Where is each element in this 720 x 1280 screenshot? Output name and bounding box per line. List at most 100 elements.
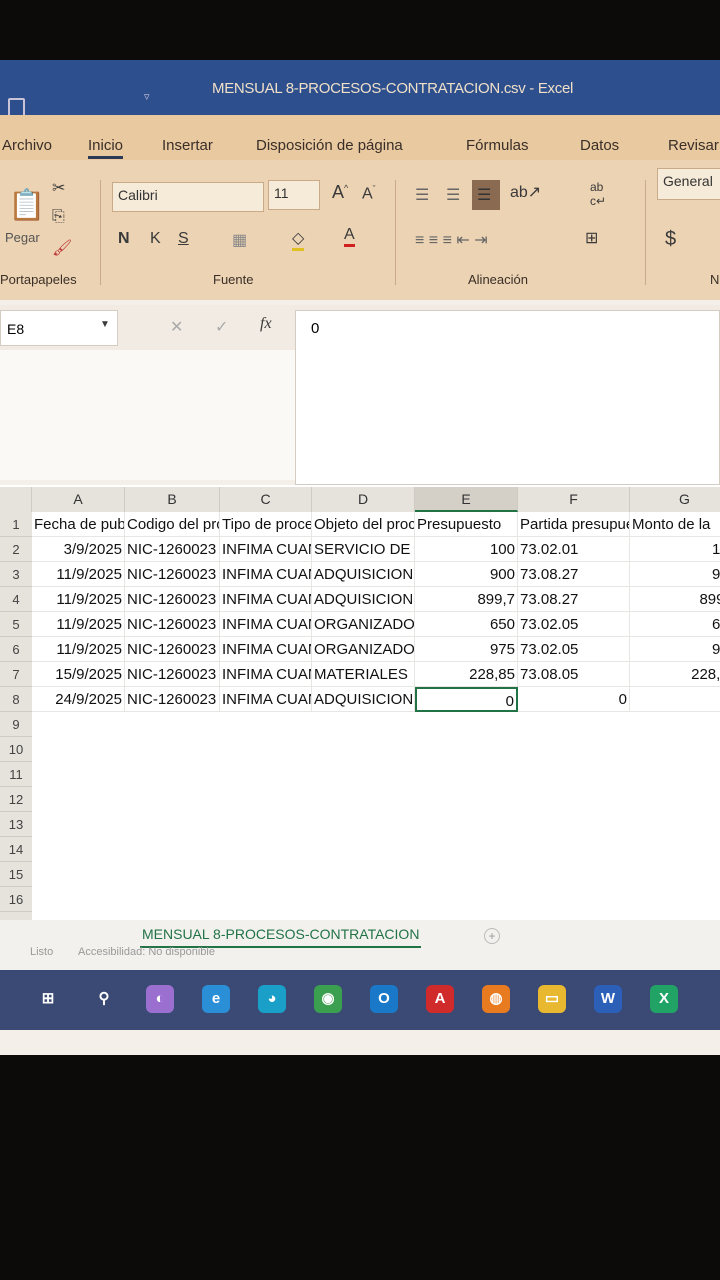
table-cell[interactable]: SERVICIO DE [312,537,415,562]
table-cell[interactable]: NIC-1260023 [125,662,220,687]
decrease-font-icon[interactable]: Aˇ [362,184,376,203]
currency-button[interactable]: $ [665,228,677,250]
table-cell[interactable]: NIC-1260023 [125,687,220,712]
font-size-select[interactable]: 11 [268,180,320,210]
column-header-F[interactable]: F [518,487,630,512]
table-cell[interactable]: Monto de la [630,512,720,537]
font-color-icon[interactable]: A [344,226,355,247]
number-format-select[interactable]: General [657,168,720,200]
table-cell[interactable]: 3/9/2025 [32,537,125,562]
chevron-down-icon[interactable]: ▼ [100,319,110,330]
align-bottom-icon[interactable]: ☰ [472,180,500,210]
table-cell[interactable]: INFIMA CUANTIA [220,687,312,712]
table-cell[interactable]: 24/9/2025 [32,687,125,712]
align-left-icon[interactable]: ≡ ≡ ≡ ⇤ ⇥ [415,232,488,249]
chrome-icon[interactable]: ◉ [314,985,342,1013]
table-cell[interactable]: NIC-1260023 [125,637,220,662]
table-cell[interactable]: Presupuesto [415,512,518,537]
active-cell[interactable]: 0 [415,687,518,712]
tab-revisar[interactable]: Revisar [668,137,719,154]
table-cell[interactable]: INFIMA CUANTIA [220,637,312,662]
enter-icon[interactable]: ✓ [215,319,229,336]
table-cell[interactable]: 73.02.05 [518,612,630,637]
sheet-tab[interactable]: MENSUAL 8-PROCESOS-CONTRATACION [140,922,422,948]
row-header[interactable]: 2 [0,537,32,562]
table-cell[interactable]: 11/9/2025 [32,637,125,662]
tab-f-rmulas[interactable]: Fórmulas [466,137,529,154]
align-top-icon[interactable]: ☰ [415,187,430,204]
tab-datos[interactable]: Datos [580,137,620,154]
align-middle-icon[interactable]: ☰ [446,187,461,204]
table-cell[interactable]: ORGANIZADOR [312,612,415,637]
insert-function-button[interactable]: fx [260,315,272,332]
fill-color-icon[interactable]: ◇ [292,228,305,251]
orientation-icon[interactable]: ab↗ [510,184,542,201]
table-cell[interactable]: NIC-1260023 [125,537,220,562]
acrobat-icon[interactable]: A [426,985,454,1013]
paste-icon[interactable]: 📋 [8,189,46,222]
row-header[interactable]: 7 [0,662,32,687]
italic-button[interactable]: K [150,230,161,247]
increase-font-icon[interactable]: A^ [332,182,349,202]
file-explorer-icon[interactable]: ▭ [538,985,566,1013]
table-cell[interactable]: 11/9/2025 [32,562,125,587]
column-header-A[interactable]: A [32,487,125,512]
table-cell[interactable]: ORGANIZADOR [312,637,415,662]
cut-icon[interactable]: ✂ [52,180,66,197]
row-header[interactable]: 16 [0,887,32,912]
row-header[interactable]: 1 [0,512,32,537]
wrap-text-icon[interactable]: ab c↵ [590,180,607,208]
underline-button[interactable]: S [178,230,189,247]
copy-icon[interactable]: ⎘ [52,208,65,225]
row-header[interactable]: 9 [0,712,32,737]
table-cell[interactable]: INFIMA CUANTIA [220,537,312,562]
row-header[interactable]: 15 [0,862,32,887]
table-cell[interactable]: NIC-1260023 [125,587,220,612]
row-header[interactable]: 11 [0,762,32,787]
table-cell[interactable]: 975 [415,637,518,662]
cancel-icon[interactable]: ✕ [170,319,184,336]
table-cell[interactable]: Objeto del proceso [312,512,415,537]
column-header-B[interactable]: B [125,487,220,512]
row-header[interactable]: 4 [0,587,32,612]
excel-icon[interactable]: X [650,985,678,1013]
column-header-E[interactable]: E [415,487,518,512]
row-header[interactable]: 13 [0,812,32,837]
table-cell[interactable]: ADQUISICION [312,562,415,587]
row-header[interactable]: 3 [0,562,32,587]
table-cell[interactable]: INFIMA CUANTIA [220,562,312,587]
table-cell[interactable]: 11/9/2025 [32,612,125,637]
table-cell[interactable]: 100 [630,537,720,562]
row-header[interactable]: 14 [0,837,32,862]
column-header-G[interactable]: G [630,487,720,512]
column-header-C[interactable]: C [220,487,312,512]
table-cell[interactable]: 11/9/2025 [32,587,125,612]
windows-start-icon[interactable]: ⊞ [41,990,55,1007]
table-cell[interactable]: Partida presupuestaria [518,512,630,537]
tab-insertar[interactable]: Insertar [162,137,213,154]
table-cell[interactable]: INFIMA CUANTIA [220,662,312,687]
row-header[interactable]: 6 [0,637,32,662]
table-cell[interactable]: ADQUISICION [312,687,415,712]
search-icon[interactable]: ⚲ [98,990,110,1007]
table-cell[interactable]: Codigo del proceso [125,512,220,537]
name-box[interactable]: E8 [0,310,118,346]
table-cell[interactable]: 650 [415,612,518,637]
tab-disposici-n-de-p-gina[interactable]: Disposición de página [256,137,403,154]
table-cell[interactable]: Fecha de publicación [32,512,125,537]
copilot-icon[interactable]: ◐ [146,985,174,1013]
outlook-icon[interactable]: O [370,985,398,1013]
firefox-icon[interactable]: ◍ [482,985,510,1013]
row-header[interactable]: 12 [0,787,32,812]
table-cell[interactable]: 100 [415,537,518,562]
table-cell[interactable]: NIC-1260023 [125,612,220,637]
table-cell[interactable]: 900 [415,562,518,587]
borders-icon[interactable]: ▦ [232,232,248,249]
table-cell[interactable]: 73.08.05 [518,662,630,687]
tab-inicio[interactable]: Inicio [88,137,124,159]
table-cell[interactable]: INFIMA CUANTIA [220,612,312,637]
row-header[interactable]: 10 [0,737,32,762]
table-cell[interactable]: 228,85 [630,662,720,687]
select-all-button[interactable] [0,487,32,512]
accessibility-status[interactable]: Accesibilidad: No disponible [78,946,215,958]
